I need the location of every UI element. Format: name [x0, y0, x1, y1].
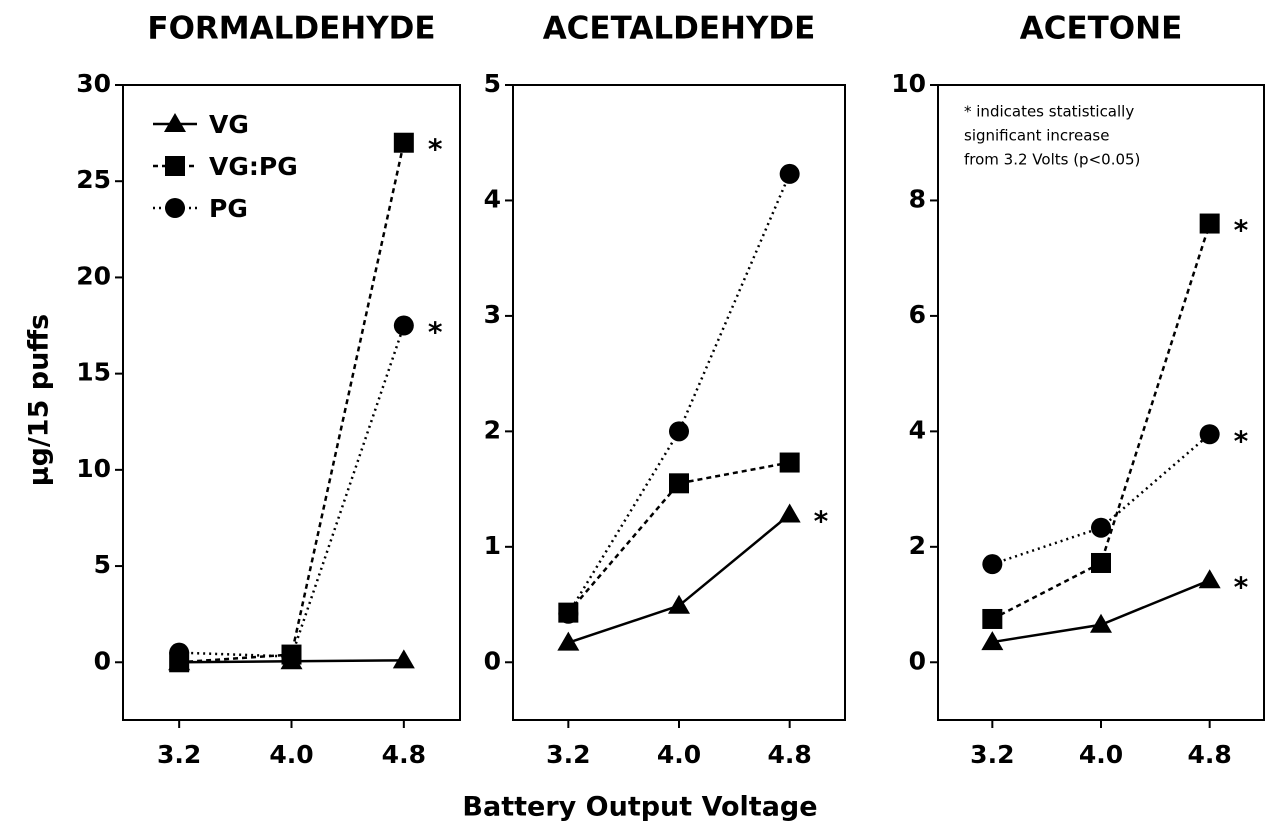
data-point	[669, 421, 689, 442]
x-tick-label: 3.2	[157, 740, 201, 769]
data-point	[1091, 552, 1111, 573]
legend-marker	[165, 156, 185, 176]
y-tick-label: 0	[909, 646, 926, 675]
data-point	[1198, 569, 1221, 589]
y-tick-label: 2	[484, 415, 501, 444]
y-tick-label: 8	[909, 184, 926, 213]
panel-title: FORMALDEHYDE	[147, 11, 435, 47]
panel-title: ACETALDEHYDE	[543, 11, 816, 47]
y-tick-label: 1	[484, 531, 501, 560]
y-tick-label: 15	[76, 358, 111, 387]
y-tick-label: 4	[909, 415, 926, 444]
y-tick-label: 4	[484, 184, 501, 213]
data-point	[779, 163, 800, 184]
x-tick-label: 4.8	[768, 740, 812, 769]
note: significant increase	[964, 127, 1109, 145]
y-tick-label: 25	[76, 165, 111, 194]
y-tick-label: 20	[76, 261, 111, 290]
data-point	[669, 473, 689, 494]
y-tick-label: 10	[76, 454, 111, 483]
data-point	[982, 554, 1003, 575]
significance-mark: *	[1234, 570, 1249, 603]
x-tick-label: 3.2	[970, 740, 1014, 769]
x-tick-label: 3.2	[546, 740, 590, 769]
series-line	[567, 173, 791, 615]
y-tick-label: 3	[484, 300, 501, 329]
series-line	[991, 433, 1211, 566]
series-line	[991, 223, 1211, 621]
data-point	[981, 631, 1004, 651]
note: * indicates statistically	[964, 103, 1134, 121]
data-point	[668, 594, 690, 614]
y-tick-label: 5	[484, 69, 501, 98]
y-tick-label: 0	[484, 646, 501, 675]
x-tick-label: 4.8	[1188, 740, 1232, 769]
data-point	[1091, 517, 1111, 538]
data-point	[779, 452, 800, 473]
y-tick-label: 0	[94, 646, 111, 675]
legend-marker	[164, 113, 186, 132]
significance-mark: *	[428, 133, 443, 166]
x-axis-label: Battery Output Voltage	[462, 792, 817, 823]
data-point	[778, 503, 801, 523]
x-tick-label: 4.0	[269, 740, 313, 769]
series-line	[179, 325, 406, 658]
note: from 3.2 Volts (p<0.05)	[964, 151, 1140, 169]
series-line	[567, 461, 790, 614]
significance-mark: *	[1234, 424, 1249, 457]
y-tick-label: 10	[891, 69, 926, 98]
panel-title: ACETONE	[1020, 11, 1183, 47]
significance-mark: *	[814, 504, 829, 537]
x-tick-label: 4.0	[1079, 740, 1123, 769]
data-point	[281, 646, 302, 667]
data-point	[1090, 613, 1112, 633]
data-point	[1199, 424, 1220, 445]
x-tick-label: 4.0	[657, 740, 701, 769]
y-axis-label: µg/15 puffs	[24, 314, 55, 487]
legend-label: PG	[209, 194, 248, 223]
data-point	[1199, 213, 1220, 234]
significance-mark: *	[428, 316, 443, 349]
data-point	[982, 608, 1003, 629]
y-tick-label: 2	[909, 531, 926, 560]
y-tick-label: 30	[76, 69, 111, 98]
x-tick-label: 4.8	[382, 740, 426, 769]
data-point	[393, 132, 414, 153]
data-point	[557, 631, 580, 651]
series-line	[992, 579, 1211, 644]
data-point	[392, 649, 415, 669]
legend-label: VG	[209, 110, 249, 139]
series-line	[567, 513, 791, 644]
y-tick-label: 5	[94, 550, 111, 579]
data-point	[558, 603, 579, 624]
significance-mark: *	[1234, 214, 1249, 247]
data-point	[393, 315, 414, 336]
data-point	[169, 642, 190, 663]
y-tick-label: 6	[909, 300, 926, 329]
legend-marker	[165, 198, 185, 218]
legend-label: VG:PG	[209, 152, 298, 181]
